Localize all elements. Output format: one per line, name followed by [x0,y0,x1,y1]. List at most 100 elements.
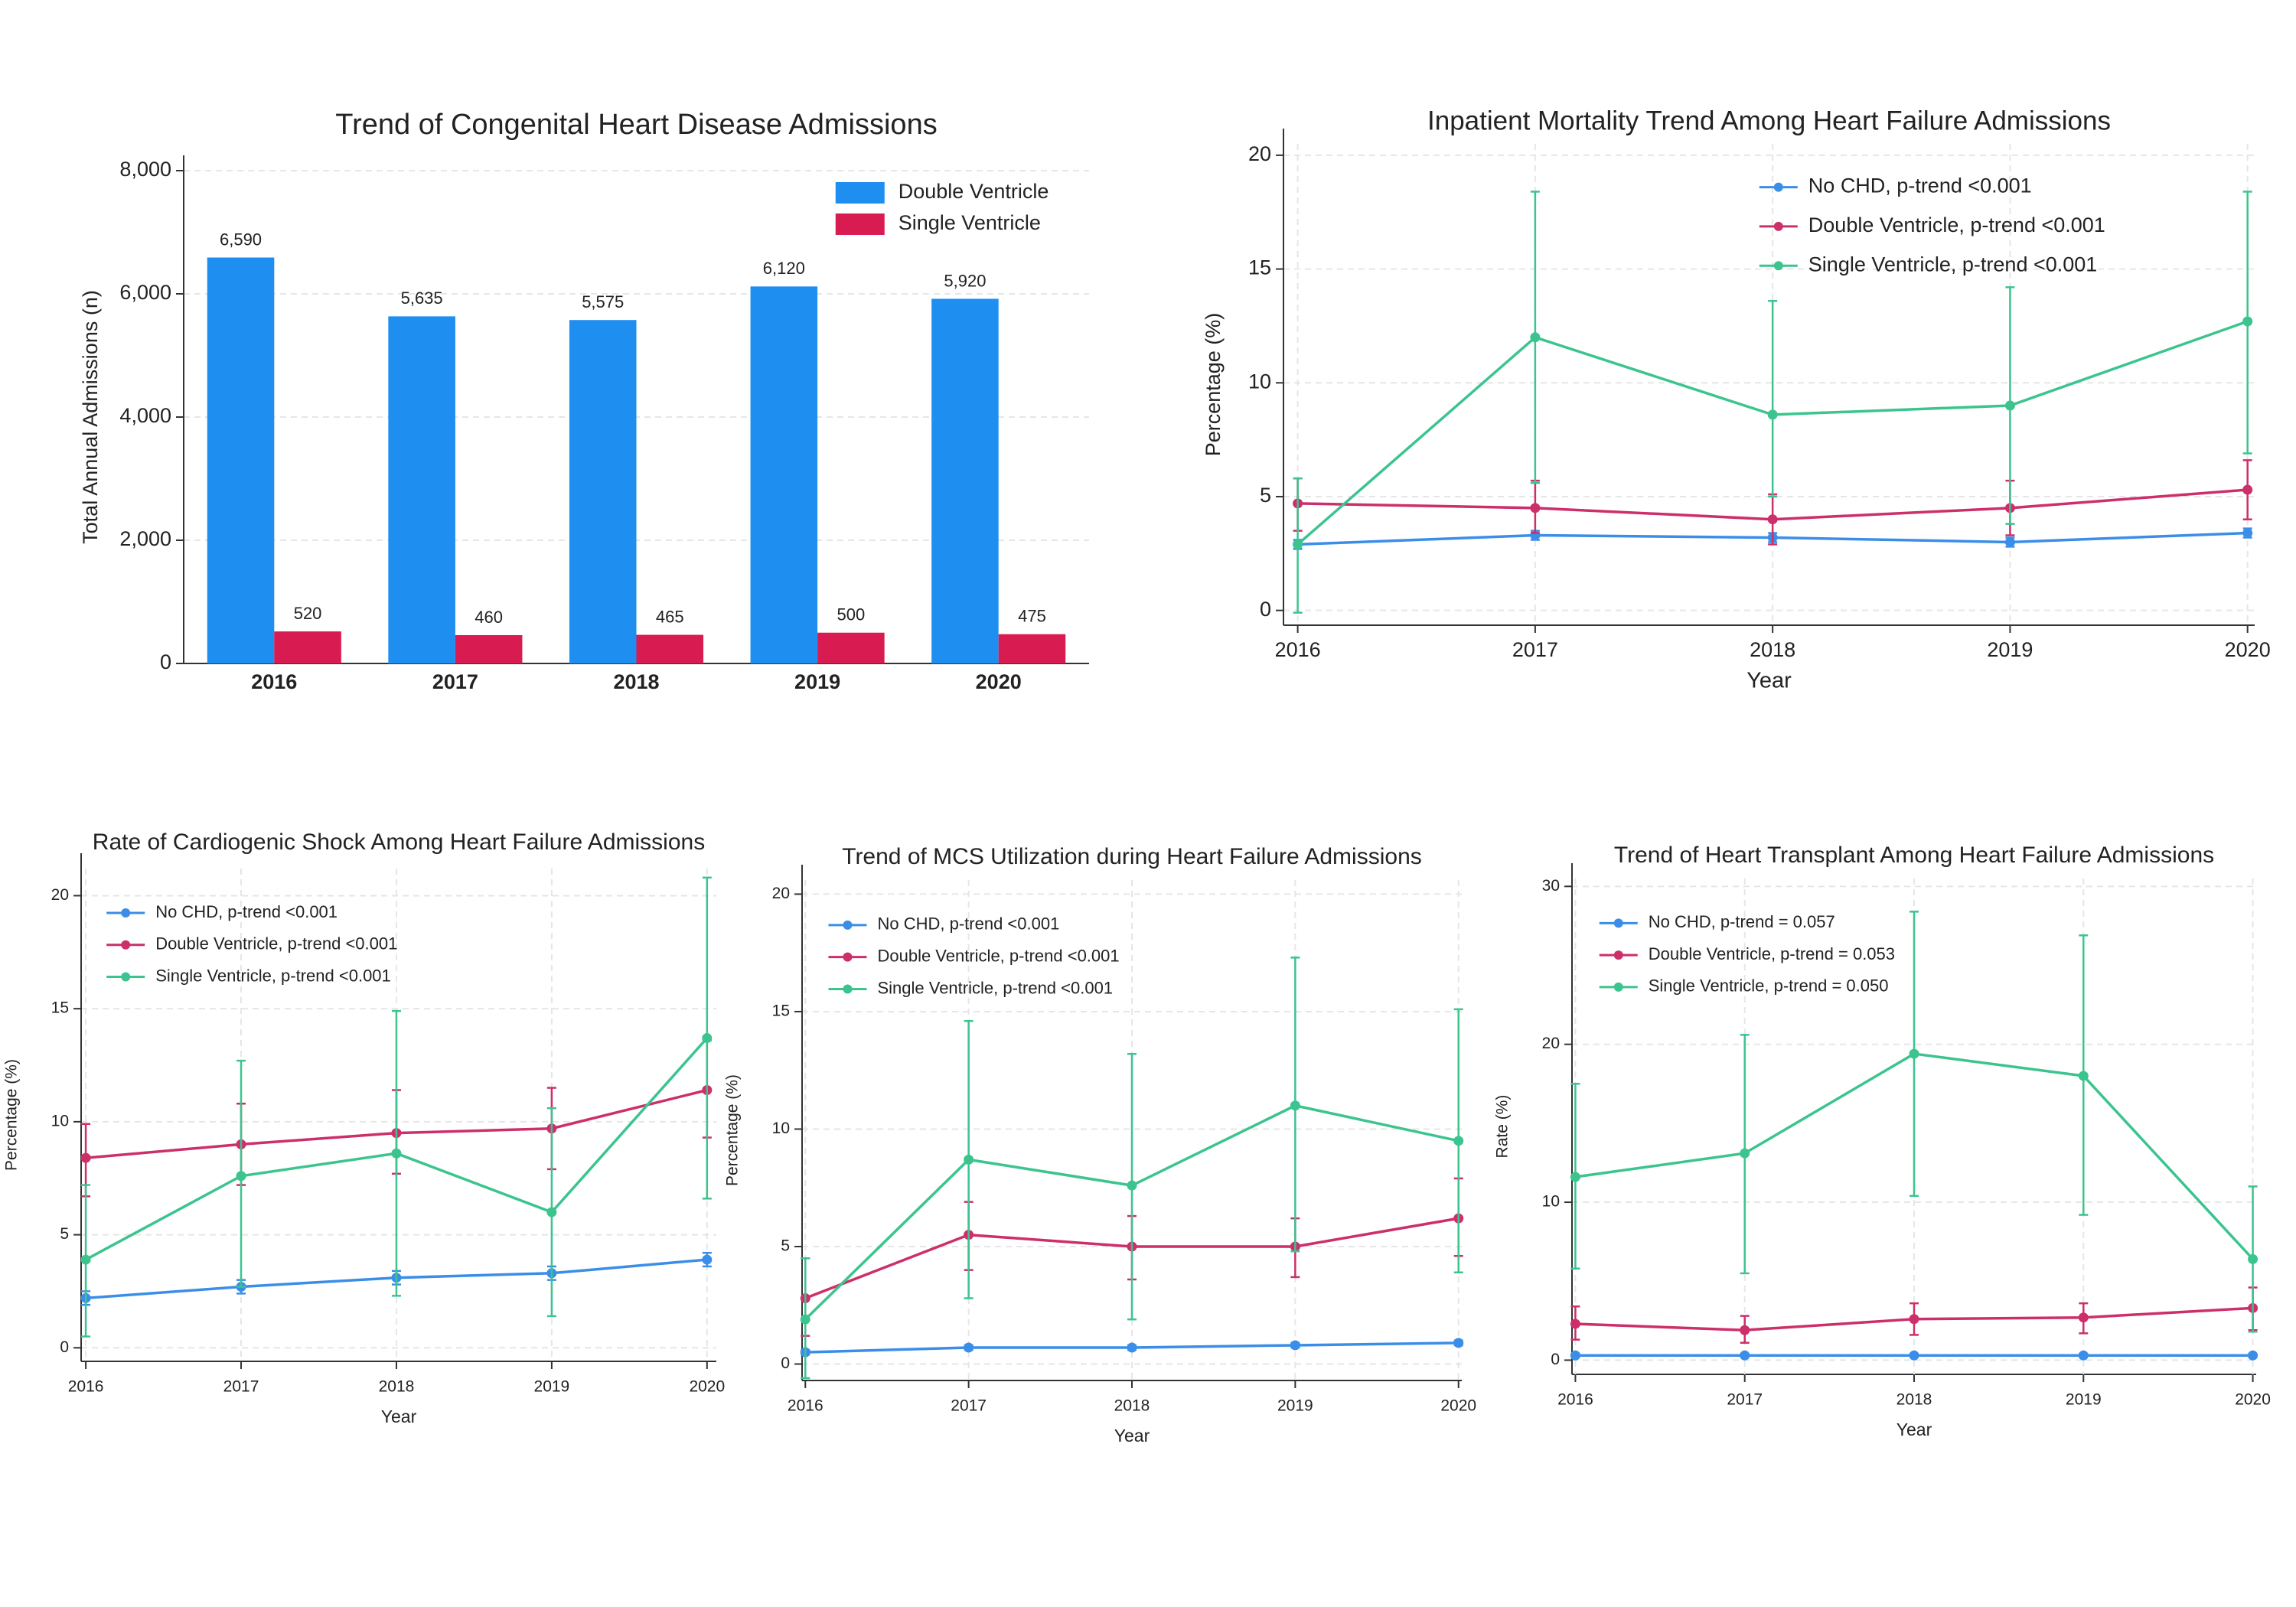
legend-item: Single Ventricle, p-trend = 0.050 [1599,976,1889,996]
point [800,1314,810,1325]
y-axis-label: Rate (%) [1494,1095,1512,1159]
value-label: 5,635 [401,288,443,308]
point [2078,1350,2089,1361]
legend-marker [843,952,853,962]
x-tick-label: 2017 [432,670,478,693]
point [1453,1338,1464,1348]
legend-marker [843,920,853,930]
y-tick-label: 15 [51,999,69,1017]
y-tick-label: 0 [1551,1351,1560,1368]
point [2248,1350,2258,1361]
bar [750,286,818,663]
value-label: 500 [837,605,866,624]
legend-item: Double Ventricle, p-trend = 0.053 [1599,944,1895,963]
chart-title: Trend of MCS Utilization during Heart Fa… [842,844,1422,869]
y-tick-label: 10 [1542,1193,1560,1211]
y-tick-label: 0 [781,1354,790,1372]
bar [207,257,275,663]
x-tick-label: 2017 [1512,638,1558,661]
legend-label: Single Ventricle, p-trend <0.001 [877,978,1113,997]
x-tick-label: 2017 [223,1378,259,1396]
legend-label: No CHD, p-trend = 0.057 [1649,912,1835,931]
chart-panel: Trend of Congenital Heart Disease Admiss… [79,109,1089,693]
legend-item: Single Ventricle [835,211,1041,235]
y-tick-label: 15 [772,1002,790,1019]
y-tick-label: 20 [1542,1035,1560,1052]
point [2242,528,2253,539]
x-tick-label: 2019 [794,670,840,693]
legend-marker [1613,950,1623,960]
legend-label: Double Ventricle, p-trend <0.001 [877,946,1119,965]
x-axis-label: Year [381,1407,417,1426]
point [1530,332,1541,343]
legend-label: No CHD, p-trend <0.001 [1808,174,2032,197]
legend-swatch [835,213,885,235]
legend-label: Single Ventricle, p-trend <0.001 [1808,253,2098,275]
y-tick-label: 5 [60,1225,69,1243]
x-tick-label: 2019 [1987,638,2033,661]
x-tick-label: 2016 [1275,638,1321,661]
legend-item: Double Ventricle, p-trend <0.001 [828,946,1120,965]
x-tick-label: 2017 [1727,1391,1763,1409]
legend-item: No CHD, p-trend <0.001 [828,914,1059,934]
bar [569,320,637,663]
legend-item: Single Ventricle, p-trend <0.001 [828,978,1113,997]
y-tick-label: 20 [1248,142,1271,165]
point [1740,1325,1750,1335]
x-tick-label: 2016 [68,1378,104,1396]
bar [636,634,704,663]
y-axis-label: Total Annual Admissions (n) [79,290,102,544]
value-label: 6,120 [763,259,805,278]
y-tick-label: 4,000 [119,404,171,427]
y-tick-label: 30 [1542,877,1560,895]
x-tick-label: 2018 [1750,638,1795,661]
legend-marker [843,984,853,994]
point [1909,1314,1919,1325]
legend-item: No CHD, p-trend <0.001 [106,902,338,921]
y-axis-label: Percentage (%) [3,1059,21,1171]
y-tick-label: 5 [781,1237,790,1255]
y-tick-label: 0 [1260,598,1271,621]
point [702,1254,713,1265]
point [1570,1350,1580,1361]
value-label: 520 [294,604,322,623]
point [1909,1048,1919,1059]
bar [455,634,523,663]
legend-label: Single Ventricle, p-trend = 0.050 [1649,976,1889,996]
error-bar [1768,299,1778,498]
legend-marker [1773,182,1783,192]
x-tick-label: 2020 [976,670,1022,693]
chart-title: Inpatient Mortality Trend Among Heart Fa… [1427,106,2111,135]
x-tick-label: 2018 [613,670,659,693]
x-tick-label: 2020 [1440,1397,1476,1415]
point [2078,1071,2089,1081]
legend-label: Double Ventricle, p-trend <0.001 [155,934,397,953]
x-tick-label: 2016 [788,1397,823,1415]
bar [817,632,885,663]
y-tick-label: 10 [51,1112,69,1129]
legend-marker [1773,221,1783,231]
legend-marker [1613,918,1623,928]
value-label: 5,920 [944,271,986,290]
point [1740,1350,1750,1361]
point [1127,1342,1137,1353]
point [2078,1312,2089,1323]
value-label: 460 [475,608,503,627]
legend-label: Double Ventricle, p-trend = 0.053 [1649,944,1895,963]
legend-item: No CHD, p-trend = 0.057 [1599,912,1835,931]
legend-item: Double Ventricle, p-trend <0.001 [106,934,397,953]
point [1740,1148,1750,1159]
point [1570,1319,1580,1329]
y-tick-label: 2,000 [119,527,171,550]
legend-marker [1773,261,1783,271]
x-tick-label: 2020 [2235,1391,2271,1409]
chart-panel: Rate of Cardiogenic Shock Among Heart Fa… [3,830,726,1426]
point [80,1152,91,1163]
x-tick-label: 2016 [1557,1391,1593,1409]
point [1453,1136,1464,1146]
x-tick-label: 2020 [689,1378,725,1396]
chart-panel: Trend of MCS Utilization during Heart Fa… [724,844,1477,1446]
legend-item: Double Ventricle [835,180,1049,204]
